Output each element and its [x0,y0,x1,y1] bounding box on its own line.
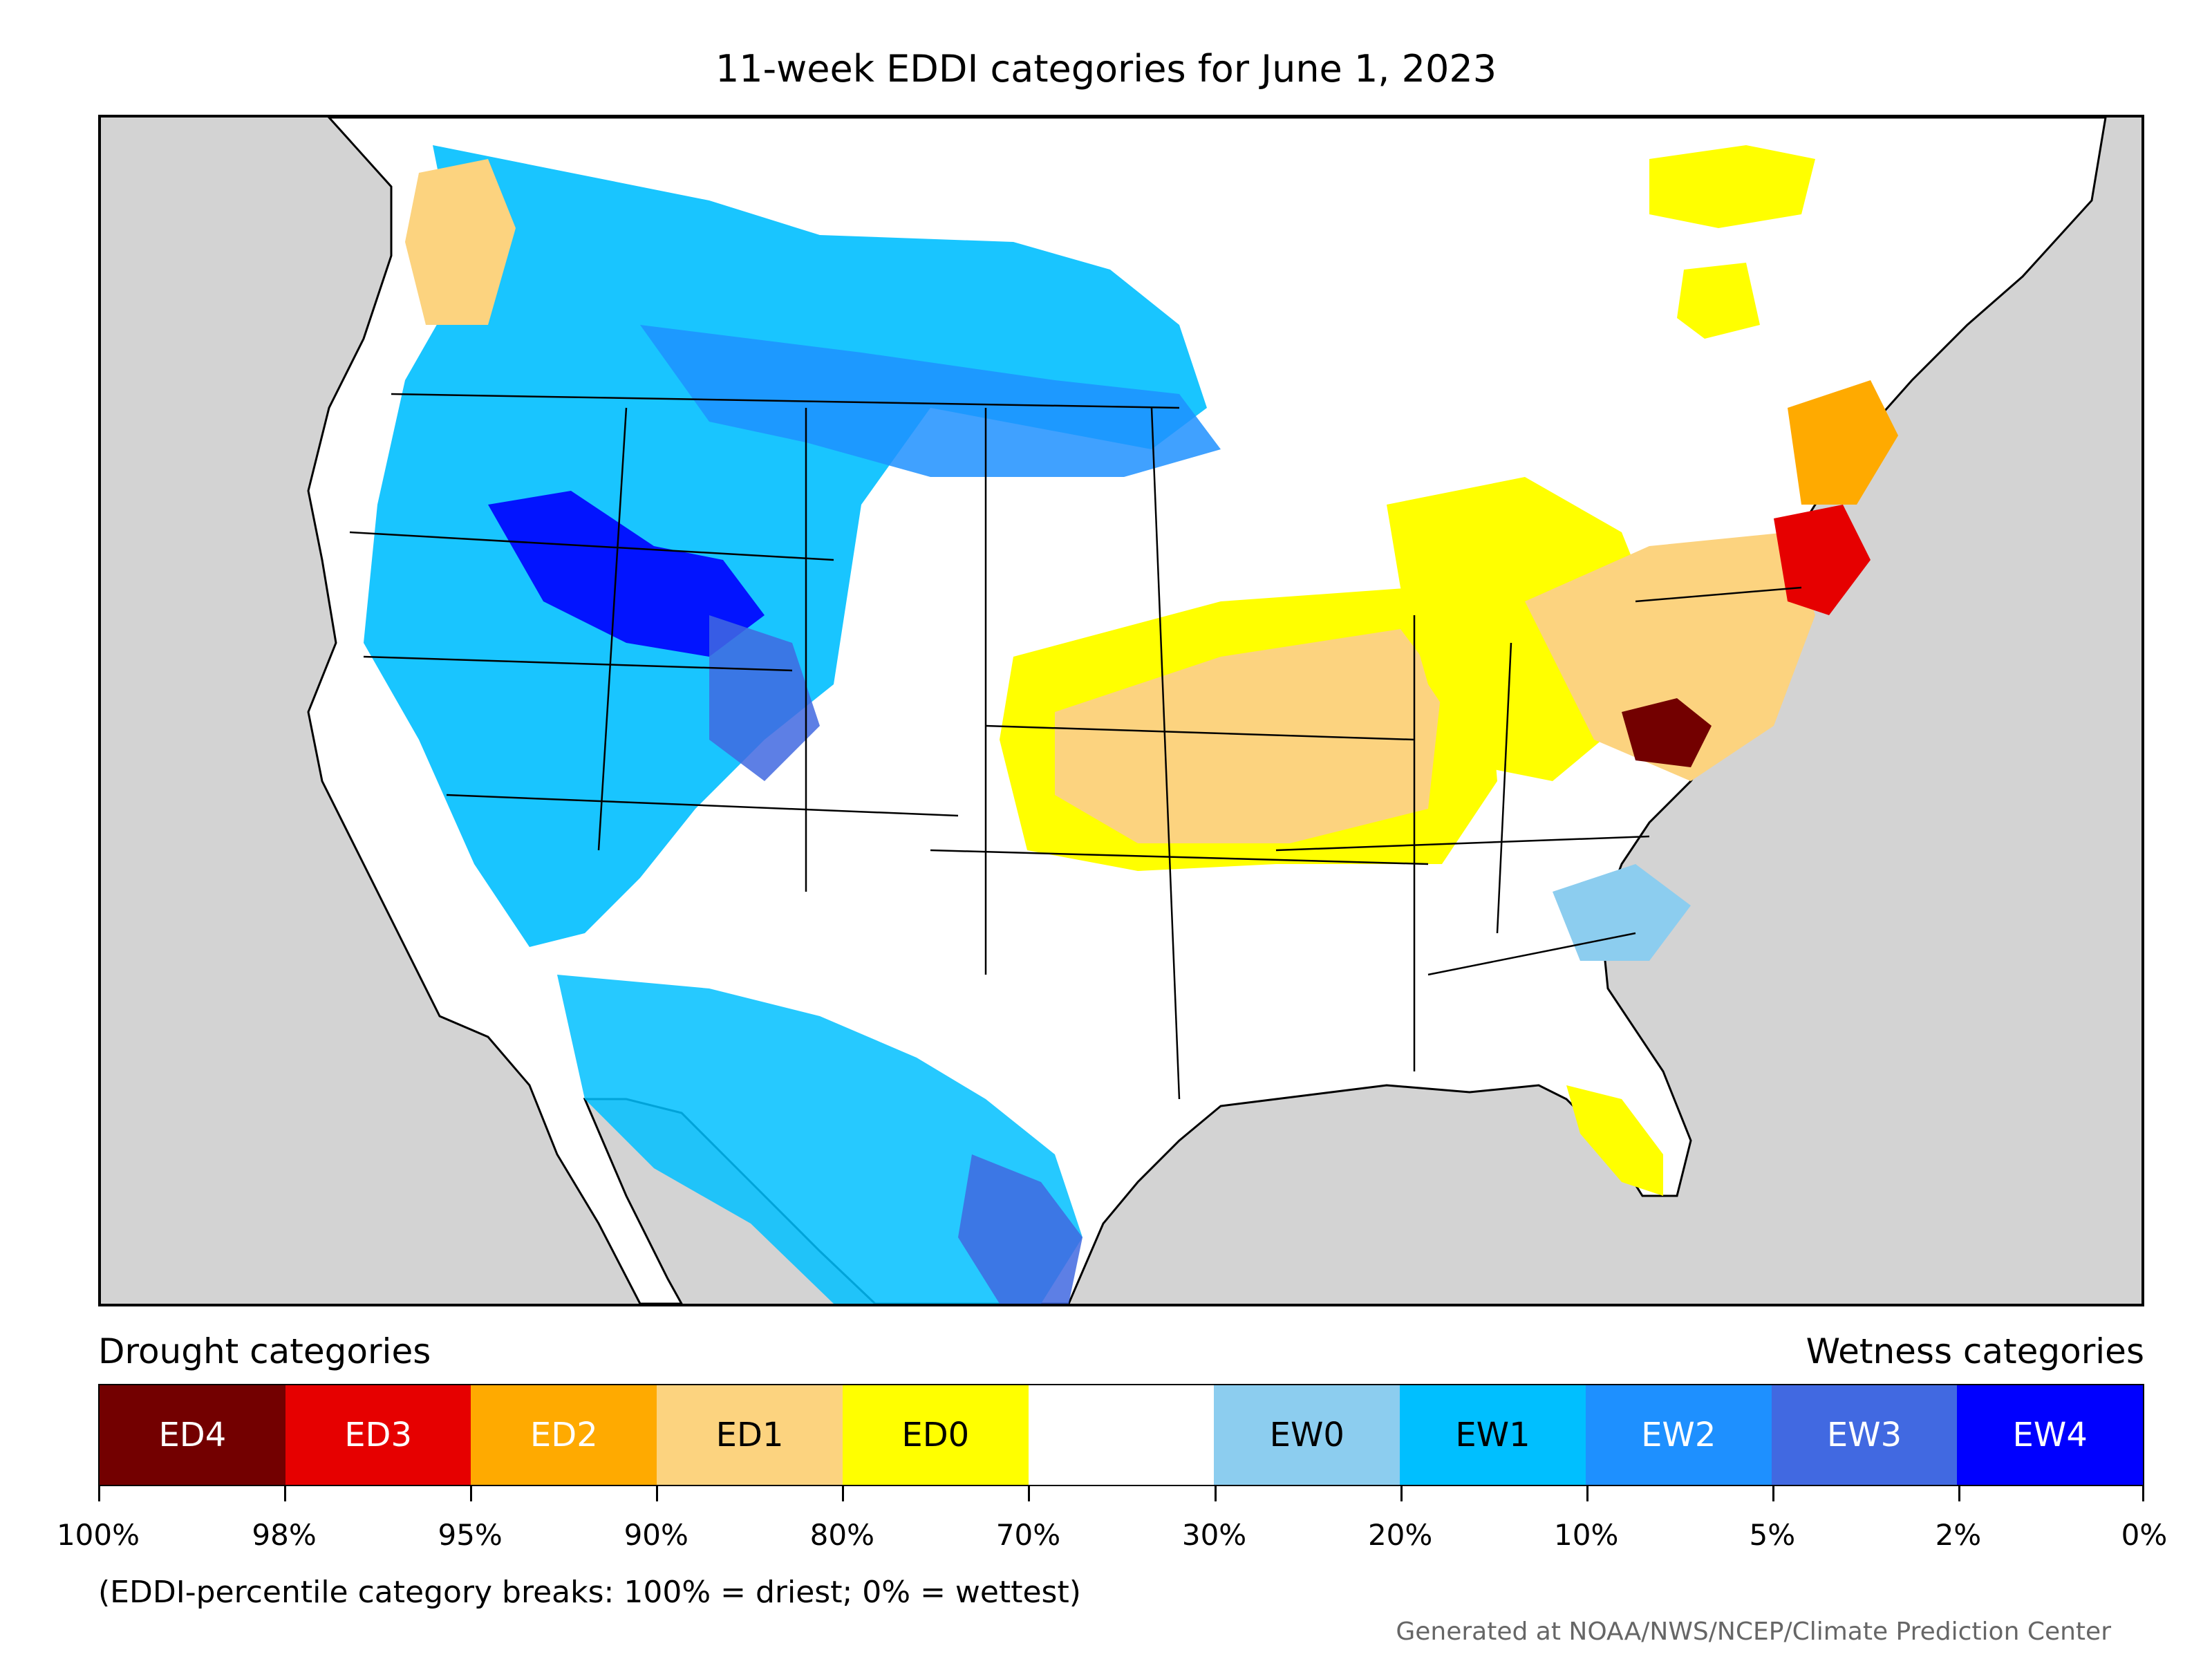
wetness-categories-label: Wetness categories [1806,1331,2144,1371]
region-pacific-northwest-wet [364,145,1207,947]
legend-break-label: 80% [809,1518,875,1552]
region-northern-plains-wet [640,325,1221,477]
legend-tick [842,1486,845,1501]
legend-tick [1586,1486,1588,1501]
legend-tick [98,1486,100,1501]
legend-cell-ed3: ED3 [285,1385,471,1485]
legend-cell-ew3: EW3 [1771,1385,1958,1485]
legend-tick [284,1486,287,1501]
region-quebec-dry-2 [1677,263,1760,339]
category-legend: ED4 ED3 ED2 ED1 ED0 EW0 EW1 EW2 EW3 EW4 [98,1384,2144,1486]
map-canvas [101,118,2141,1304]
region-florida-dry [1566,1085,1663,1196]
legend-break-label: 20% [1367,1518,1433,1552]
legend-break-label: 0% [2121,1518,2168,1552]
legend-tick [2142,1486,2144,1501]
category-note: (EDDI-percentile category breaks: 100% =… [98,1575,1081,1610]
legend-break-label: 5% [1749,1518,1796,1552]
region-southeast-wet [1553,864,1691,961]
map-title: 11-week EDDI categories for June 1, 2023 [715,47,1497,91]
legend-tick [1400,1486,1403,1501]
credit-line: Generated at NOAA/NWS/NCEP/Climate Predi… [1396,1618,2111,1646]
legend-break-label: 100% [56,1518,140,1552]
legend-cell-ew0: EW0 [1214,1385,1400,1485]
legend-break-label: 30% [1181,1518,1247,1552]
region-southwest-wet [557,975,1082,1304]
legend-cell-ew2: EW2 [1585,1385,1772,1485]
legend-cell-normal [1028,1385,1215,1485]
legend-break-label: 2% [1935,1518,1982,1552]
legend-tick [656,1486,659,1501]
legend-tick [1214,1486,1217,1501]
legend-tick [470,1486,473,1501]
legend-break-label: 90% [624,1518,688,1552]
region-quebec-dry [1649,145,1815,228]
legend-ticks [98,1486,2144,1514]
region-idaho-wyoming-very-wet [488,491,765,657]
legend-cell-ed0: ED0 [842,1385,1029,1485]
legend-break-label: 10% [1554,1518,1619,1552]
legend-break-label: 95% [438,1518,503,1552]
legend-break-label: 98% [252,1518,317,1552]
legend-cell-ed4: ED4 [100,1385,285,1485]
region-south-texas-wet [958,1154,1082,1304]
legend-tick [1028,1486,1031,1501]
region-mid-atlantic-extreme-dry [1622,698,1712,767]
legend-cell-ed1: ED1 [657,1385,843,1485]
eddi-map [98,115,2144,1306]
drought-categories-label: Drought categories [98,1331,431,1371]
legend-cell-ed2: ED2 [471,1385,657,1485]
legend-tick [1958,1486,1960,1501]
region-mid-atlantic-ed1 [1525,532,1815,781]
legend-cell-ew4: EW4 [1957,1385,2144,1485]
legend-tick [1772,1486,1774,1501]
region-bc-dry [405,159,516,325]
state-boundaries [349,393,1802,1100]
region-utah-wet [709,615,820,781]
region-central-plains-ed1 [1055,629,1442,843]
legend-cell-ew1: EW1 [1400,1385,1586,1485]
legend-break-label: 70% [995,1518,1061,1552]
region-new-england-ed2 [1788,380,1898,505]
